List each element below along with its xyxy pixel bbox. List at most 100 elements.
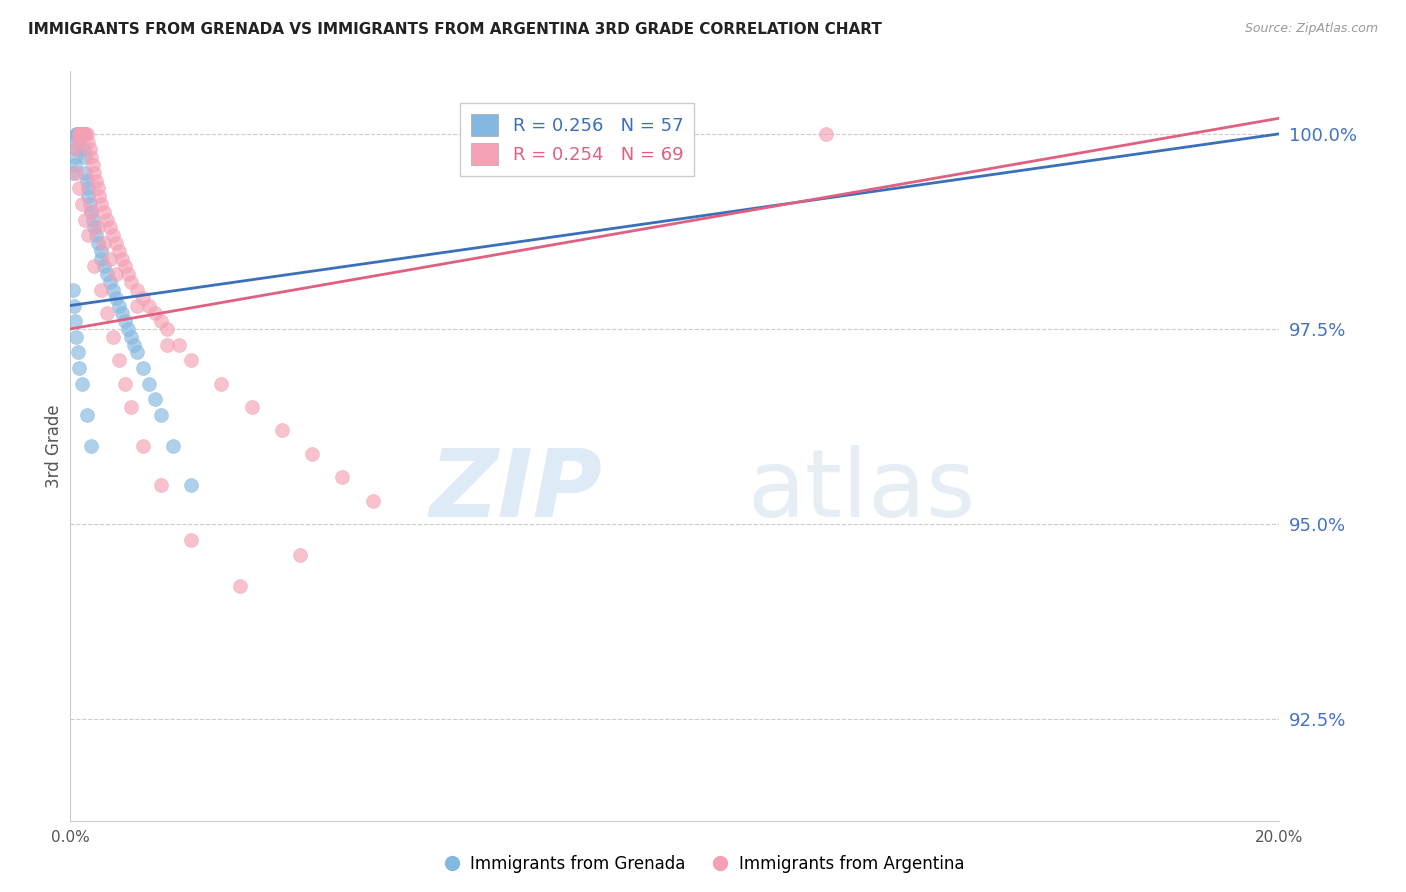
Point [301, 447, 323, 461]
Point [75, 166, 97, 180]
Point [65, 127, 87, 141]
Point [83, 260, 105, 274]
Point [77, 135, 100, 149]
Point [69, 127, 91, 141]
Point [107, 353, 129, 368]
Point [125, 283, 148, 297]
Point [63, 299, 86, 313]
Point [66, 345, 89, 359]
Point [96, 268, 118, 282]
Point [93, 236, 115, 251]
Point [76, 127, 98, 141]
Point [84, 173, 107, 187]
Point [80, 204, 103, 219]
Point [98, 275, 121, 289]
Legend: Immigrants from Grenada, Immigrants from Argentina: Immigrants from Grenada, Immigrants from… [434, 848, 972, 880]
Point [65, 135, 87, 149]
Point [104, 291, 127, 305]
Point [120, 329, 142, 343]
Point [80, 204, 103, 219]
Point [63, 150, 86, 164]
Point [75, 127, 97, 141]
Point [65, 142, 87, 156]
Point [67, 127, 90, 141]
Point [107, 299, 129, 313]
Point [67, 181, 90, 195]
Point [132, 291, 155, 305]
Point [150, 314, 173, 328]
Point [180, 478, 202, 492]
Point [270, 423, 294, 437]
Point [76, 408, 98, 422]
Point [332, 470, 354, 484]
Point [117, 268, 139, 282]
Point [67, 127, 90, 141]
Point [67, 127, 90, 141]
Point [66, 127, 89, 141]
Point [86, 181, 108, 195]
Point [79, 142, 101, 156]
Point [82, 212, 104, 227]
Point [69, 127, 91, 141]
Point [77, 181, 100, 195]
Point [162, 439, 184, 453]
Point [90, 244, 111, 258]
Point [72, 127, 94, 141]
Point [117, 322, 139, 336]
Point [114, 314, 136, 328]
Text: ZIP: ZIP [429, 445, 602, 537]
Point [66, 127, 89, 141]
Point [72, 127, 94, 141]
Point [72, 127, 94, 141]
Point [73, 127, 96, 141]
Point [67, 360, 90, 375]
Point [228, 579, 250, 593]
Point [101, 329, 124, 343]
Point [111, 306, 134, 320]
Point [114, 260, 136, 274]
Point [111, 252, 134, 266]
Point [98, 220, 121, 235]
Point [89, 189, 111, 203]
Text: atlas: atlas [748, 445, 976, 537]
Point [156, 322, 179, 336]
Point [143, 306, 166, 320]
Point [62, 166, 84, 180]
Point [150, 478, 173, 492]
Point [65, 166, 87, 180]
Point [63, 314, 86, 328]
Point [84, 228, 107, 243]
Point [72, 127, 94, 141]
Point [240, 400, 263, 414]
Point [138, 299, 160, 313]
Point [138, 376, 160, 391]
Point [70, 127, 93, 141]
Point [62, 283, 84, 297]
Point [156, 337, 179, 351]
Point [75, 212, 97, 227]
Point [72, 376, 94, 391]
Point [96, 306, 118, 320]
Point [104, 236, 127, 251]
Point [211, 376, 233, 391]
Point [65, 329, 87, 343]
Point [80, 439, 103, 453]
Point [361, 493, 384, 508]
Point [65, 142, 87, 156]
Point [72, 142, 94, 156]
Point [180, 353, 202, 368]
Point [120, 275, 142, 289]
Point [96, 212, 118, 227]
Point [70, 127, 93, 141]
Point [77, 228, 100, 243]
Point [83, 166, 105, 180]
Point [69, 127, 91, 141]
Point [122, 337, 145, 351]
Point [288, 549, 311, 563]
Point [66, 135, 89, 149]
Point [132, 439, 155, 453]
Point [125, 299, 148, 313]
Point [76, 173, 98, 187]
Point [67, 127, 90, 141]
Point [67, 127, 90, 141]
